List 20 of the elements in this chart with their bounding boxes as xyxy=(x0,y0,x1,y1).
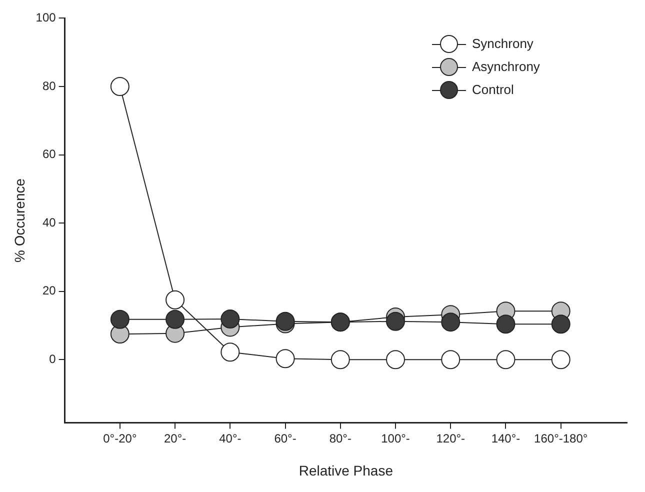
x-tick-label: 60°- xyxy=(274,431,296,446)
y-tick-label: 20 xyxy=(42,284,56,298)
y-tick-label: 0 xyxy=(49,352,56,366)
x-tick-label: 120°- xyxy=(436,431,466,446)
x-tick-label: 20°- xyxy=(164,431,186,446)
x-tick-label: 0°-20° xyxy=(103,431,137,446)
y-tick-label: 40 xyxy=(42,215,56,230)
x-tick-label: 160°-180° xyxy=(534,431,588,446)
x-tick-label: 100°- xyxy=(381,431,410,446)
y-tick-label: 60 xyxy=(42,147,56,162)
legend-label: Asynchrony xyxy=(472,59,540,74)
x-axis-title: Relative Phase xyxy=(298,462,394,478)
x-tick-label: 140°- xyxy=(491,431,520,446)
y-axis-title: % Occurence xyxy=(11,178,28,263)
y-tick-label: 80 xyxy=(42,78,56,93)
x-tick-label: 80°- xyxy=(329,431,352,446)
legend-label: Synchrony xyxy=(472,36,534,51)
x-tick-label: 40°- xyxy=(219,431,242,446)
legend-label: Control xyxy=(472,82,514,97)
y-tick-label: 100 xyxy=(36,10,56,25)
